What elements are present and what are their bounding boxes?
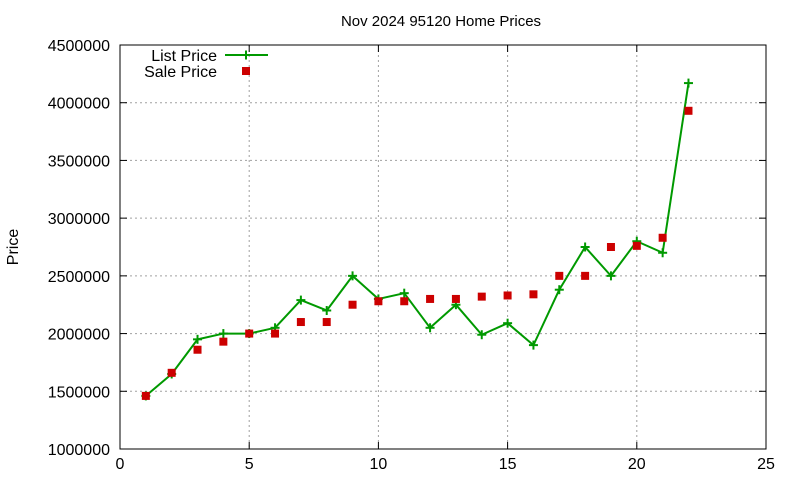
list-price-point [296, 295, 306, 305]
list-price-point [218, 329, 228, 339]
x-tick-label: 10 [370, 456, 388, 473]
list-price-point [322, 305, 332, 315]
x-tick-label: 25 [757, 456, 775, 473]
sale-price-point [348, 300, 357, 309]
list-price-line [145, 82, 690, 397]
sale-price-point [271, 329, 280, 338]
plot-frame [119, 44, 767, 450]
list-price-point [658, 248, 668, 258]
x-tick-label: 15 [499, 456, 517, 473]
list-price-point [399, 288, 409, 298]
legend-label: List Price [151, 48, 217, 65]
sale-price-point [451, 294, 460, 303]
axes: 0 5 10 15 20 25 1000000 1500000 2000000 2500000 30… [48, 38, 775, 473]
y-tick-label: 3000000 [48, 211, 110, 228]
sale-price-point [606, 243, 615, 251]
y-axis-label: Price [5, 229, 22, 266]
y-tick-label: 1500000 [48, 384, 110, 401]
chart-title: Nov 2024 95120 Home Prices [341, 13, 541, 30]
x-tick-label: 5 [245, 456, 254, 473]
x-tick-label: 0 [116, 456, 125, 473]
list-price-point [528, 340, 538, 350]
list-price-point [425, 323, 435, 333]
sale-price-point [658, 233, 667, 242]
y-tick-label: 2000000 [48, 327, 110, 344]
sale-price-point [503, 291, 512, 300]
sale-price-point [245, 329, 254, 338]
sale-price-point [141, 391, 150, 400]
list-price-point [348, 271, 358, 281]
sale-price-point [632, 241, 641, 250]
plot-series [141, 78, 693, 401]
sale-price-point [529, 290, 538, 299]
y-tick-label: 4500000 [48, 38, 110, 55]
y-tick-label: 4000000 [48, 96, 110, 113]
sale-price-point [400, 297, 409, 306]
sale-price-point [322, 318, 331, 327]
list-price-point [683, 78, 693, 88]
list-price-point [606, 271, 616, 281]
legend-plus-marker [241, 50, 251, 60]
x-tick-label: 20 [628, 456, 646, 473]
list-price-point [580, 242, 590, 252]
sale-price-point [374, 297, 383, 306]
sale-price-point [167, 368, 176, 377]
list-price-point [503, 318, 513, 328]
y-tick-label: 2500000 [48, 269, 110, 286]
legend-square-marker [242, 67, 250, 75]
sale-price-point [477, 292, 486, 301]
y-tick-label: 1000000 [48, 442, 110, 459]
sale-price-point [555, 271, 564, 280]
list-price-point [477, 330, 487, 340]
list-price-point [554, 285, 564, 295]
sale-price-point [193, 345, 202, 354]
legend-label: Sale Price [144, 64, 217, 81]
list-price-point [193, 334, 203, 344]
grid-lines [120, 45, 766, 449]
sale-price-point [581, 271, 590, 280]
y-tick-label: 3500000 [48, 153, 110, 170]
sale-price-point [296, 318, 305, 327]
sale-price-point [684, 106, 693, 115]
sale-price-point [426, 294, 435, 303]
sale-price-point [219, 337, 228, 346]
